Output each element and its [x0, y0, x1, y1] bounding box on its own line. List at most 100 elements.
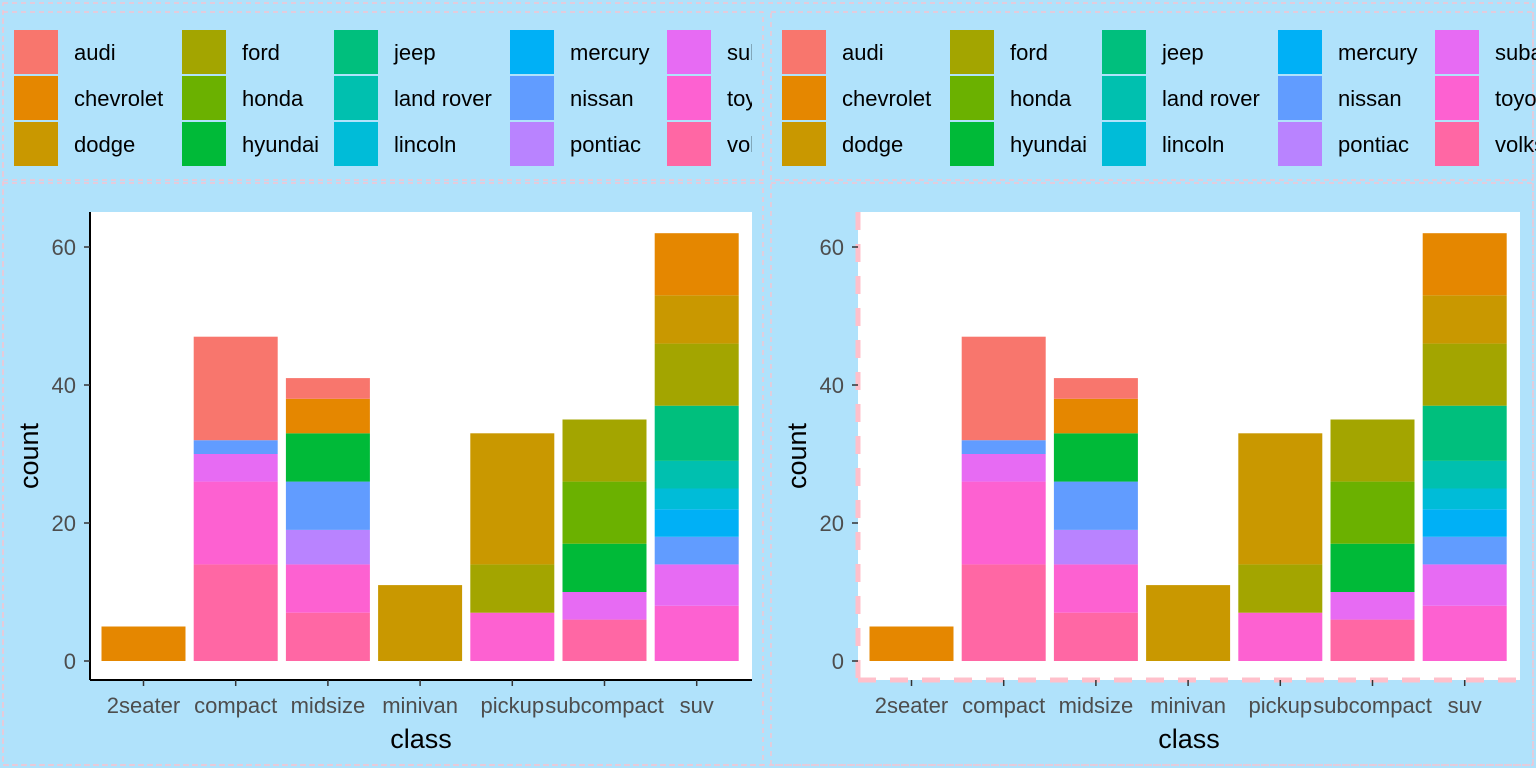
bar-segment — [1053, 433, 1138, 482]
chart-dashed-axis: audi chevrolet dodge ford honda hyundai jeep la… — [782, 30, 1536, 754]
x-tick-label: compact — [194, 693, 277, 718]
x-tick-label: subcompact — [1313, 693, 1432, 718]
bar-segment — [654, 564, 739, 606]
bar-segment — [562, 592, 647, 620]
legend-item: ford — [950, 30, 1048, 74]
legend-item: dodge — [14, 122, 135, 166]
bar-segment — [869, 626, 954, 661]
legend-label: nissan — [1338, 86, 1402, 111]
legend-item: lincoln — [1102, 122, 1224, 166]
x-tick-label: pickup — [1249, 693, 1313, 718]
legend-item: pontiac — [1278, 122, 1409, 166]
legend-item: chevrolet — [14, 76, 163, 120]
legend-key — [667, 122, 711, 166]
axes: 0 20 40 60 2seater compact midsize minivan picku… — [14, 212, 752, 754]
bar-segment — [1422, 295, 1507, 344]
y-axis-title: count — [782, 422, 812, 489]
bar-segment — [193, 481, 278, 565]
legend-key — [510, 76, 554, 120]
legend-label: jeep — [1161, 40, 1204, 65]
legend: audi chevrolet dodge ford honda hyundai jeep la… — [14, 30, 842, 166]
legend-key — [782, 122, 826, 166]
bar-segment — [285, 433, 370, 482]
legend-label: audi — [74, 40, 116, 65]
legend-item: subaru — [1435, 30, 1536, 74]
bar-segment — [961, 440, 1046, 454]
legend-label: nissan — [570, 86, 634, 111]
legend-label: volkswagen — [727, 132, 842, 157]
legend-label: ford — [242, 40, 280, 65]
bar-segment — [654, 536, 739, 565]
legend-label: jeep — [393, 40, 436, 65]
legend-item: mercury — [1278, 30, 1417, 74]
bar-segment — [654, 509, 739, 537]
frame-border — [2, 182, 764, 766]
legend-label: subaru — [727, 40, 794, 65]
x-axis-title: class — [390, 724, 452, 754]
legend-key — [182, 30, 226, 74]
legend-label: honda — [242, 86, 304, 111]
bar-segment — [654, 460, 739, 489]
bar-segment — [654, 405, 739, 461]
x-axis-title: class — [1158, 724, 1220, 754]
chart-solid-axis: audi chevrolet dodge ford honda hyundai jeep la… — [14, 30, 842, 754]
legend-item: jeep — [1102, 30, 1204, 74]
legend-key — [182, 76, 226, 120]
x-tick-label: 2seater — [875, 693, 948, 718]
bars — [101, 233, 739, 661]
legend-key — [1435, 122, 1479, 166]
legend-item: dodge — [782, 122, 903, 166]
bar-segment — [1053, 612, 1138, 661]
frame-border — [770, 182, 1534, 766]
bar-segment — [654, 605, 739, 661]
bar-segment — [193, 440, 278, 454]
bar-segment — [1330, 481, 1415, 544]
legend-label: hyundai — [242, 132, 319, 157]
bar-segment — [1422, 405, 1507, 461]
legend-item: ford — [182, 30, 280, 74]
legend-key — [1435, 30, 1479, 74]
bar-segment — [961, 481, 1046, 565]
bar-segment — [1146, 585, 1231, 661]
legend-item: land rover — [1102, 76, 1260, 120]
legend-key — [334, 76, 378, 120]
bar-segment — [470, 433, 555, 565]
legend-key — [782, 30, 826, 74]
bar-segment — [1053, 564, 1138, 613]
legend-item: mercury — [510, 30, 649, 74]
legend-item: audi — [782, 30, 884, 74]
x-tick-label: minivan — [1150, 693, 1226, 718]
legend-label: hyundai — [1010, 132, 1087, 157]
legend-item: chevrolet — [782, 76, 931, 120]
x-tick-label: pickup — [481, 693, 545, 718]
bar-segment — [1330, 592, 1415, 620]
legend-key — [1278, 30, 1322, 74]
legend-key — [334, 122, 378, 166]
legend: audi chevrolet dodge ford honda hyundai jeep la… — [782, 30, 1536, 166]
legend-item: hyundai — [950, 122, 1087, 166]
bar-segment — [1330, 543, 1415, 592]
bar-segment — [654, 295, 739, 344]
y-tick-label: 20 — [52, 511, 76, 536]
legend-item: toyota — [667, 76, 752, 120]
bar-segment — [285, 529, 370, 565]
bar-segment — [1422, 488, 1507, 510]
bar-segment — [470, 564, 555, 613]
legend-key — [782, 76, 826, 120]
legend-item: toyota — [1435, 76, 1536, 120]
legend-label: chevrolet — [842, 86, 931, 111]
legend-key — [950, 122, 994, 166]
x-tick-label: midsize — [291, 693, 366, 718]
bar-segment — [1238, 612, 1323, 661]
legend-item: honda — [950, 76, 1072, 120]
bar-segment — [654, 488, 739, 510]
legend-label: dodge — [842, 132, 903, 157]
y-tick-label: 60 — [52, 235, 76, 260]
legend-label: land rover — [1162, 86, 1260, 111]
legend-label: pontiac — [570, 132, 641, 157]
bar-segment — [193, 454, 278, 482]
legend-key — [950, 30, 994, 74]
bar-segment — [1422, 460, 1507, 489]
frame-border — [2, 11, 764, 181]
